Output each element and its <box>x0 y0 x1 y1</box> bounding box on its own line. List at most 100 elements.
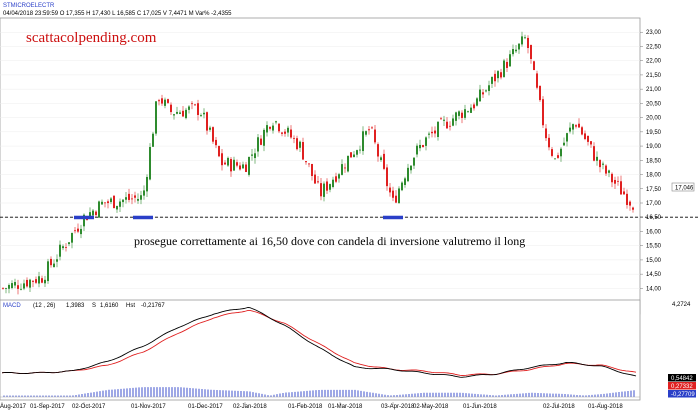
candle-body <box>314 174 316 184</box>
macd-label: MACD <box>3 303 21 309</box>
candle-body <box>239 165 241 170</box>
candle-body <box>629 201 631 206</box>
candle-body <box>11 283 13 289</box>
candle-body <box>8 284 10 289</box>
candle-body <box>410 165 412 171</box>
candle-body <box>602 163 604 165</box>
candle-body <box>608 170 610 173</box>
candle-body <box>581 127 583 135</box>
price-tick-label: 18,50 <box>646 158 662 164</box>
candle-body <box>53 263 55 268</box>
candle-body <box>503 60 505 77</box>
candle-body <box>50 258 52 266</box>
candle-body <box>449 125 451 127</box>
candle-body <box>215 139 217 146</box>
candle-body <box>92 210 94 216</box>
candle-body <box>509 54 511 67</box>
candle-body <box>461 112 463 118</box>
candle-body <box>518 43 520 50</box>
candle-body <box>392 190 394 198</box>
candle-body <box>413 157 415 166</box>
candle-body <box>146 177 148 192</box>
macd-tag-box <box>668 382 696 390</box>
candle-body <box>152 133 154 147</box>
candle-body <box>542 99 544 126</box>
candle-body <box>464 109 466 118</box>
candle-body <box>182 110 184 117</box>
macd-pane <box>0 299 641 401</box>
symbol-label: STMICROELECTR <box>3 3 55 9</box>
candle-body <box>266 125 268 133</box>
candle-body <box>401 182 403 191</box>
candle-body <box>131 198 133 200</box>
price-tick-label: 14,50 <box>646 272 662 278</box>
price-tick-label: 18,00 <box>646 173 662 179</box>
date-tick-label: 01-Feb-2018 <box>288 404 323 410</box>
candle-body <box>287 127 289 133</box>
candle-body <box>224 162 226 165</box>
candle-body <box>110 198 112 203</box>
candle-body <box>179 112 181 114</box>
candle-body <box>407 167 409 182</box>
candle-body <box>476 98 478 106</box>
candle-body <box>104 202 106 204</box>
candle-body <box>578 123 580 128</box>
date-tick-label: 02-May-2018 <box>413 404 449 410</box>
candle-body <box>536 73 538 88</box>
candle-body <box>125 197 127 200</box>
candle-body <box>44 279 46 284</box>
candles <box>2 31 634 295</box>
candle-body <box>65 247 67 248</box>
candle-body <box>149 147 151 180</box>
candle-body <box>89 212 91 218</box>
watermark: scattacolpending.com <box>26 30 157 46</box>
candle-body <box>566 133 568 142</box>
candle-body <box>416 145 418 155</box>
candle-body <box>230 158 232 172</box>
price-tick-label: 21,50 <box>646 73 662 79</box>
price-tick-label: 14,00 <box>646 286 662 292</box>
price-tick-label: 22,50 <box>646 44 662 50</box>
candle-body <box>524 37 526 39</box>
candle-body <box>572 124 574 130</box>
candle-body <box>101 201 103 205</box>
signal-line <box>1 309 637 376</box>
macd-line <box>1 307 637 378</box>
candle-body <box>185 109 187 119</box>
macd-tag-text: 0,54842 <box>671 376 693 382</box>
candle-body <box>626 193 628 205</box>
candle-body <box>134 195 136 198</box>
candle-body <box>515 49 517 52</box>
candle-body <box>422 145 424 147</box>
support-marker <box>133 215 153 220</box>
support-marker <box>74 215 94 220</box>
candle-body <box>437 121 439 137</box>
macd-tag-box <box>668 374 696 382</box>
candle-body <box>428 133 430 135</box>
candle-body <box>605 165 607 174</box>
candle-body <box>563 142 565 146</box>
candle-body <box>593 146 595 161</box>
candle-body <box>119 201 121 207</box>
candle-body <box>365 131 367 135</box>
candle-body <box>275 121 277 123</box>
price-tick-label: 20,50 <box>646 101 662 107</box>
candle-body <box>512 49 514 55</box>
candle-body <box>356 150 358 155</box>
macd-axis-top: 4,2724 <box>672 302 691 308</box>
candle-body <box>599 159 601 168</box>
macd-value: 1,3983 <box>66 303 85 309</box>
date-tick-label: 01-Jun-2018 <box>463 404 497 410</box>
candle-body <box>227 157 229 166</box>
candle-body <box>158 100 160 102</box>
candle-body <box>482 92 484 95</box>
candle-body <box>353 154 355 157</box>
candle-body <box>545 128 547 139</box>
candle-body <box>71 232 73 243</box>
candle-body <box>611 173 613 183</box>
candle-body <box>140 195 142 200</box>
candle-body <box>32 280 34 282</box>
price-tick-label: 20,00 <box>646 116 662 122</box>
macd-tag-text: -0,27709 <box>671 392 695 398</box>
candle-body <box>14 281 16 286</box>
